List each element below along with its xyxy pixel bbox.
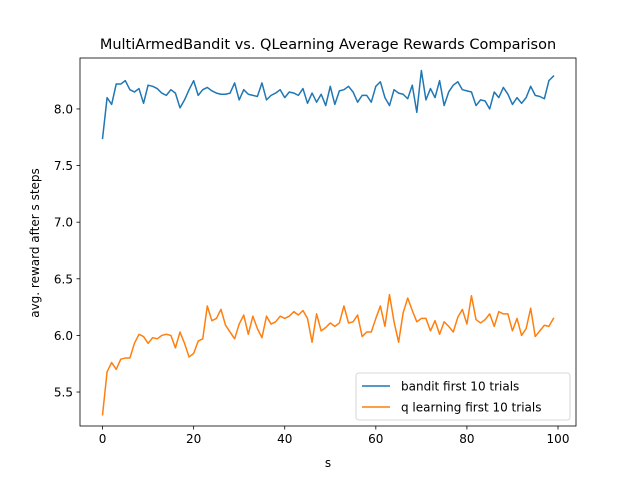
x-tick-label: 100	[547, 432, 570, 446]
y-tick-label: 8.0	[54, 102, 73, 116]
legend-label-1: bandit first 10 trials	[401, 380, 519, 394]
y-tick-label: 6.5	[54, 272, 73, 286]
x-tick-label: 0	[99, 432, 107, 446]
y-tick-label: 7.0	[54, 216, 73, 230]
series-line-2	[101, 293, 555, 416]
x-tick-label: 20	[186, 432, 201, 446]
y-tick-label: 5.5	[54, 386, 73, 400]
x-tick-label: 80	[459, 432, 474, 446]
x-tick-label: 40	[277, 432, 292, 446]
legend-label-2: q learning first 10 trials	[401, 401, 541, 415]
series-line-1	[101, 69, 555, 140]
legend: bandit first 10 trials q learning first 1…	[355, 372, 571, 421]
plot-frame	[79, 57, 577, 427]
y-tick-label: 6.0	[54, 329, 73, 343]
x-axis-title: s	[325, 456, 331, 470]
y-axis-title: avg. reward after s steps	[28, 168, 42, 318]
x-tick-label: 60	[368, 432, 383, 446]
legend-box	[355, 372, 571, 421]
chart-title: MultiArmedBandit vs. QLearning Average R…	[100, 37, 556, 53]
y-tick-label: 7.5	[54, 159, 73, 173]
